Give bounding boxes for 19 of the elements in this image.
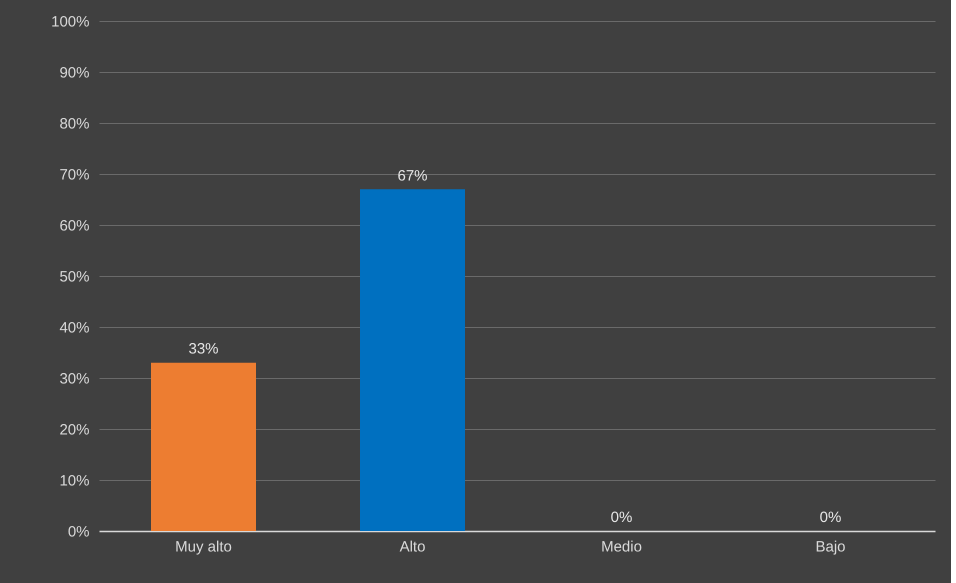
- y-tick-label: 90%: [59, 64, 90, 82]
- y-tick-label: 40%: [59, 320, 90, 336]
- data-label: 0%: [820, 509, 842, 526]
- data-label: 67%: [397, 167, 428, 184]
- x-tick-label: Muy alto: [175, 538, 232, 556]
- x-tick-label: Medio: [601, 538, 642, 556]
- y-tick-label: 100%: [51, 14, 90, 30]
- data-label: 0%: [610, 509, 632, 526]
- x-tick-label: Alto: [400, 538, 426, 556]
- y-tick-label: 0%: [68, 524, 90, 540]
- y-tick-label: 60%: [59, 218, 90, 234]
- x-tick-label: Bajo: [815, 538, 846, 556]
- y-tick-label: 20%: [59, 422, 90, 438]
- data-label: 33%: [188, 340, 219, 358]
- y-tick-label: 70%: [59, 166, 90, 184]
- y-tick-label: 80%: [59, 116, 90, 132]
- y-tick-label: 30%: [59, 370, 90, 388]
- y-tick-label: 50%: [59, 268, 90, 286]
- y-tick-label: 10%: [59, 472, 90, 490]
